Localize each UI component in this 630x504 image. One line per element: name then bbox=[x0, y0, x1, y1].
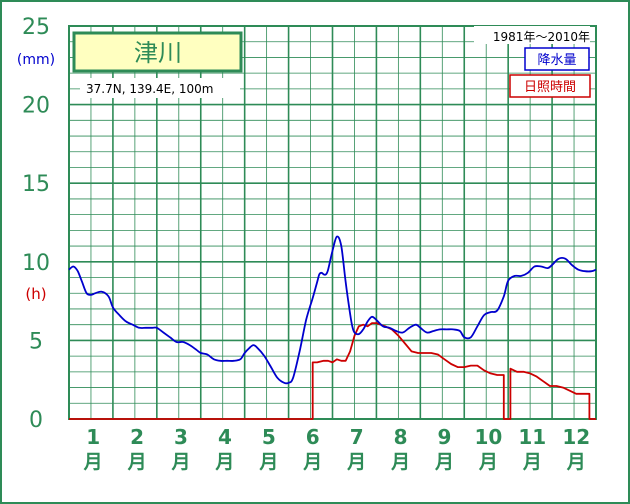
month-suffix-label: 月 bbox=[302, 451, 322, 473]
month-number-label: 12 bbox=[562, 425, 590, 449]
month-suffix-label: 月 bbox=[434, 451, 454, 473]
month-number-label: 7 bbox=[350, 425, 364, 449]
month-suffix-label: 月 bbox=[258, 451, 278, 473]
legend-sun-box bbox=[509, 74, 591, 98]
month-number-label: 6 bbox=[306, 425, 320, 449]
month-suffix-label: 月 bbox=[83, 451, 103, 473]
series-lines bbox=[68, 235, 597, 420]
y-tick-label: 0 bbox=[29, 408, 43, 433]
y-tick-label: 20 bbox=[22, 94, 50, 119]
legend-sun-label: 日照時間 bbox=[524, 80, 576, 95]
y-tick-label: 10 bbox=[22, 251, 50, 276]
month-suffix-label: 月 bbox=[170, 451, 190, 473]
sunshine-line bbox=[69, 322, 596, 420]
y-tick-label: 15 bbox=[22, 172, 50, 197]
month-number-label: 8 bbox=[394, 425, 408, 449]
month-suffix-label: 月 bbox=[390, 451, 410, 473]
title-box bbox=[72, 31, 243, 73]
plot-border bbox=[68, 25, 597, 420]
month-suffix-label: 月 bbox=[346, 451, 366, 473]
chart-title: 津川 bbox=[134, 39, 182, 67]
month-suffix-label: 月 bbox=[478, 451, 498, 473]
month-number-label: 9 bbox=[438, 425, 452, 449]
y-tick-label: 25 bbox=[22, 15, 50, 40]
month-suffix-label: 月 bbox=[127, 451, 147, 473]
month-number-label: 3 bbox=[174, 425, 188, 449]
location-label: 37.7N, 139.4E, 100m bbox=[86, 82, 213, 96]
month-number-label: 1 bbox=[86, 425, 100, 449]
month-number-label: 4 bbox=[218, 425, 232, 449]
month-number-label: 10 bbox=[474, 425, 502, 449]
month-number-label: 5 bbox=[262, 425, 276, 449]
period-label: 1981年〜2010年 bbox=[493, 30, 590, 44]
month-suffix-label: 月 bbox=[214, 451, 234, 473]
legend-precip-label: 降水量 bbox=[537, 53, 576, 68]
period-bg bbox=[474, 26, 590, 44]
legend-precip-box bbox=[524, 47, 590, 71]
month-number-label: 11 bbox=[518, 425, 546, 449]
month-suffix-label: 月 bbox=[566, 451, 586, 473]
month-suffix-label: 月 bbox=[522, 451, 542, 473]
y-tick-labels: 0 5 10 15 20 25 bbox=[22, 15, 50, 433]
precipitation-line bbox=[68, 235, 597, 385]
month-number-label: 2 bbox=[130, 425, 144, 449]
precip-unit-label: (mm) bbox=[17, 52, 55, 68]
location-bg bbox=[80, 78, 240, 98]
sun-unit-label: (h) bbox=[25, 285, 46, 303]
y-tick-label: 5 bbox=[29, 329, 43, 354]
